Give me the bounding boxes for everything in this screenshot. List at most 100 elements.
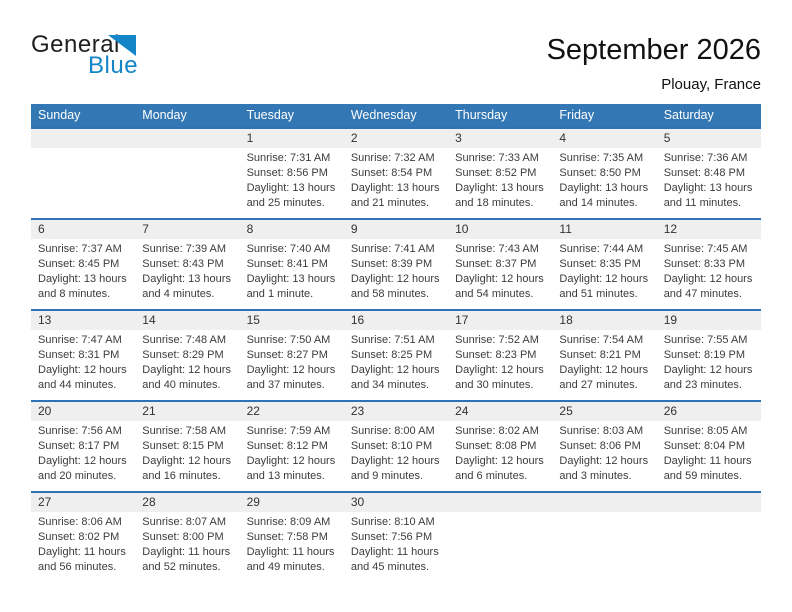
daylight-text: Daylight: 11 hours and 59 minutes. <box>663 455 752 482</box>
sunrise-text: Sunrise: 7:43 AM <box>455 243 539 255</box>
daylight-text: Daylight: 12 hours and 54 minutes. <box>455 273 544 300</box>
daylight-text: Daylight: 13 hours and 18 minutes. <box>455 182 544 209</box>
daylight-text: Daylight: 12 hours and 34 minutes. <box>350 364 440 391</box>
calendar-grid: 1 Sunrise: 7:31 AM Sunset: 8:56 PM Daylight… <box>31 127 761 582</box>
sunrise-text: Sunrise: 7:45 AM <box>663 243 748 255</box>
daylight-text: Daylight: 13 hours and 14 minutes. <box>559 182 649 209</box>
sunset-text: Sunset: 8:27 PM <box>246 349 328 361</box>
sunset-text: Sunset: 8:10 PM <box>350 440 433 452</box>
empty-day-cell <box>31 129 136 218</box>
day-info: Sunrise: 7:55 AM Sunset: 8:19 PM Daylight:… <box>657 330 761 393</box>
sunset-text: Sunset: 8:56 PM <box>246 167 328 179</box>
day-number: 15 <box>239 311 344 330</box>
day-info: Sunrise: 7:32 AM Sunset: 8:54 PM Daylight:… <box>344 148 448 211</box>
daylight-text: Daylight: 12 hours and 44 minutes. <box>38 364 127 391</box>
day-info: Sunrise: 7:50 AM Sunset: 8:27 PM Daylight:… <box>240 330 344 393</box>
day-number <box>656 493 761 512</box>
day-cell: 25 Sunrise: 8:03 AM Sunset: 8:06 PM Dayligh… <box>552 402 657 491</box>
day-info: Sunrise: 7:48 AM Sunset: 8:29 PM Daylight:… <box>135 330 239 393</box>
day-cell: 27 Sunrise: 8:06 AM Sunset: 8:02 PM Dayligh… <box>31 493 136 582</box>
week-row: 20 Sunrise: 7:56 AM Sunset: 8:17 PM Dayligh… <box>31 400 761 491</box>
weekday-header-friday: Friday <box>559 108 595 122</box>
day-cell: 14 Sunrise: 7:48 AM Sunset: 8:29 PM Dayligh… <box>135 311 240 400</box>
day-info: Sunrise: 7:36 AM Sunset: 8:48 PM Daylight:… <box>657 148 761 211</box>
day-cell: 30 Sunrise: 8:10 AM Sunset: 7:56 PM Dayligh… <box>343 493 449 582</box>
day-number: 7 <box>135 220 240 239</box>
sunset-text: Sunset: 7:58 PM <box>246 531 328 543</box>
day-info: Sunrise: 8:10 AM Sunset: 7:56 PM Daylight:… <box>344 512 448 575</box>
day-number: 12 <box>656 220 761 239</box>
day-cell: 5 Sunrise: 7:36 AM Sunset: 8:48 PM Daylight… <box>656 129 761 218</box>
sunset-text: Sunset: 8:08 PM <box>455 440 537 452</box>
day-cell: 10 Sunrise: 7:43 AM Sunset: 8:37 PM Dayligh… <box>448 220 553 309</box>
sunset-text: Sunset: 7:56 PM <box>350 531 433 543</box>
sunrise-text: Sunrise: 7:44 AM <box>559 243 644 255</box>
day-number: 29 <box>239 493 344 512</box>
day-info: Sunrise: 7:31 AM Sunset: 8:56 PM Daylight:… <box>240 148 344 211</box>
sunrise-text: Sunrise: 7:50 AM <box>246 334 331 346</box>
sunrise-text: Sunrise: 7:51 AM <box>350 334 435 346</box>
daylight-text: Daylight: 11 hours and 52 minutes. <box>142 546 231 573</box>
day-number: 19 <box>656 311 761 330</box>
day-number: 26 <box>656 402 761 421</box>
sunset-text: Sunset: 8:41 PM <box>246 258 328 270</box>
daylight-text: Daylight: 12 hours and 47 minutes. <box>663 273 753 300</box>
day-cell: 4 Sunrise: 7:35 AM Sunset: 8:50 PM Daylight… <box>552 129 657 218</box>
day-cell: 9 Sunrise: 7:41 AM Sunset: 8:39 PM Daylight… <box>343 220 449 309</box>
day-info: Sunrise: 7:43 AM Sunset: 8:37 PM Daylight:… <box>448 239 552 302</box>
day-cell: 15 Sunrise: 7:50 AM Sunset: 8:27 PM Dayligh… <box>239 311 344 400</box>
sunrise-text: Sunrise: 8:05 AM <box>663 425 748 437</box>
general-blue-logo: General Blue <box>31 33 151 85</box>
daylight-text: Daylight: 12 hours and 23 minutes. <box>663 364 753 391</box>
day-number: 13 <box>31 311 136 330</box>
empty-day-cell <box>135 129 240 218</box>
sunrise-text: Sunrise: 7:33 AM <box>455 152 539 164</box>
sunset-text: Sunset: 8:48 PM <box>663 167 746 179</box>
day-number: 23 <box>343 402 449 421</box>
day-info: Sunrise: 7:35 AM Sunset: 8:50 PM Daylight:… <box>552 148 656 211</box>
logo-text-blue: Blue <box>88 52 139 79</box>
sunrise-text: Sunrise: 8:07 AM <box>142 516 227 528</box>
day-cell: 1 Sunrise: 7:31 AM Sunset: 8:56 PM Daylight… <box>239 129 344 218</box>
sunrise-text: Sunrise: 7:52 AM <box>455 334 539 346</box>
calendar-table: Sunday Monday Tuesday Wednesday Thursday… <box>31 104 761 582</box>
daylight-text: Daylight: 13 hours and 11 minutes. <box>663 182 753 209</box>
sunrise-text: Sunrise: 7:59 AM <box>246 425 331 437</box>
sunset-text: Sunset: 8:31 PM <box>38 349 120 361</box>
day-number: 24 <box>448 402 553 421</box>
day-cell: 13 Sunrise: 7:47 AM Sunset: 8:31 PM Dayligh… <box>31 311 136 400</box>
day-info: Sunrise: 7:59 AM Sunset: 8:12 PM Daylight:… <box>240 421 344 484</box>
sunrise-text: Sunrise: 7:58 AM <box>142 425 227 437</box>
day-cell: 26 Sunrise: 8:05 AM Sunset: 8:04 PM Dayligh… <box>656 402 761 491</box>
sunrise-text: Sunrise: 8:03 AM <box>559 425 644 437</box>
week-row: 27 Sunrise: 8:06 AM Sunset: 8:02 PM Dayligh… <box>31 491 761 582</box>
day-number: 27 <box>31 493 136 512</box>
day-number: 1 <box>239 129 344 148</box>
day-number <box>31 129 136 148</box>
week-row: 6 Sunrise: 7:37 AM Sunset: 8:45 PM Daylight… <box>31 218 761 309</box>
daylight-text: Daylight: 11 hours and 56 minutes. <box>38 546 126 573</box>
sunset-text: Sunset: 8:15 PM <box>142 440 224 452</box>
day-cell: 20 Sunrise: 7:56 AM Sunset: 8:17 PM Dayligh… <box>31 402 136 491</box>
weekday-header-row: Sunday Monday Tuesday Wednesday Thursday… <box>31 104 761 127</box>
page-subtitle: Plouay, France <box>661 76 761 93</box>
day-info: Sunrise: 7:45 AM Sunset: 8:33 PM Daylight:… <box>657 239 761 302</box>
weekday-header-tuesday: Tuesday <box>246 108 295 122</box>
sunrise-text: Sunrise: 7:40 AM <box>246 243 331 255</box>
sunrise-text: Sunrise: 7:37 AM <box>38 243 122 255</box>
sunrise-text: Sunrise: 7:56 AM <box>38 425 122 437</box>
empty-day-cell <box>552 493 657 582</box>
day-cell: 12 Sunrise: 7:45 AM Sunset: 8:33 PM Dayligh… <box>656 220 761 309</box>
sunset-text: Sunset: 8:52 PM <box>455 167 537 179</box>
day-info: Sunrise: 7:54 AM Sunset: 8:21 PM Daylight:… <box>552 330 656 393</box>
day-number: 11 <box>552 220 657 239</box>
daylight-text: Daylight: 13 hours and 8 minutes. <box>38 273 127 300</box>
day-cell: 19 Sunrise: 7:55 AM Sunset: 8:19 PM Dayligh… <box>656 311 761 400</box>
sunrise-text: Sunrise: 8:00 AM <box>350 425 435 437</box>
day-cell: 7 Sunrise: 7:39 AM Sunset: 8:43 PM Daylight… <box>135 220 240 309</box>
day-number: 14 <box>135 311 240 330</box>
day-cell: 17 Sunrise: 7:52 AM Sunset: 8:23 PM Dayligh… <box>448 311 553 400</box>
daylight-text: Daylight: 11 hours and 49 minutes. <box>246 546 335 573</box>
day-info: Sunrise: 7:40 AM Sunset: 8:41 PM Daylight:… <box>240 239 344 302</box>
day-info: Sunrise: 8:06 AM Sunset: 8:02 PM Daylight:… <box>31 512 135 575</box>
